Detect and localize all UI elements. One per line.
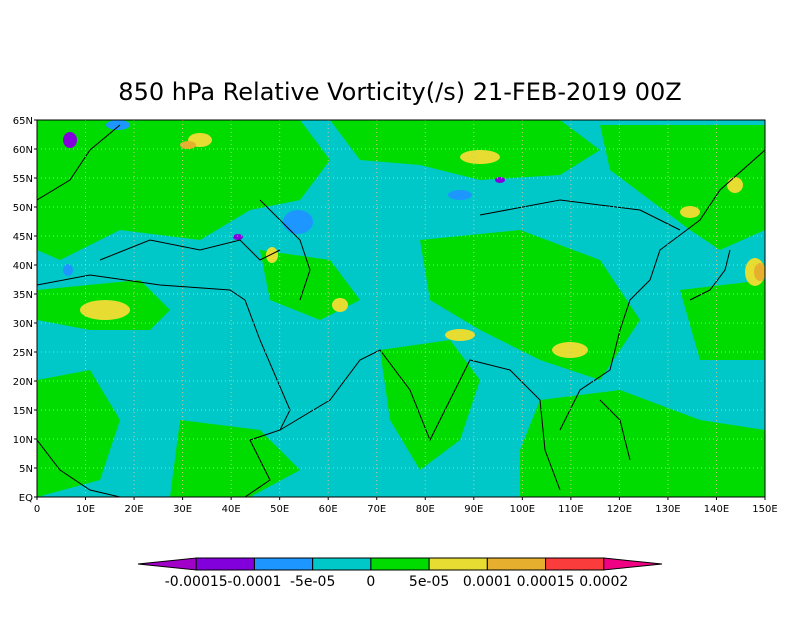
colorbar-arrow — [137, 557, 197, 571]
lon-label: 50E — [270, 504, 289, 515]
lon-label: 60E — [319, 504, 338, 515]
colorbar-label: 0 — [366, 574, 375, 590]
lon-label: 120E — [607, 504, 632, 515]
lon-label: 70E — [367, 504, 386, 515]
lat-label: 25N — [13, 348, 33, 359]
lon-label: 20E — [125, 504, 144, 515]
colorbar-segment — [545, 557, 605, 571]
lat-label: 50N — [13, 203, 33, 214]
colorbar-label: 5e-05 — [409, 574, 449, 590]
colorbar-label: 0.00015 — [517, 574, 575, 590]
colorbar-segment — [486, 557, 547, 571]
colorbar-label: -0.0001 — [227, 574, 281, 590]
colorbar-label: -5e-05 — [290, 574, 335, 590]
lat-label: 5N — [19, 464, 33, 475]
lon-label: 150E — [752, 504, 777, 515]
lat-label: 10N — [13, 435, 33, 446]
colorbar-label: -0.00015 — [165, 574, 228, 590]
lon-label: 10E — [76, 504, 95, 515]
strong-positive-areas — [80, 133, 765, 358]
colorbar-segment — [195, 557, 255, 571]
lon-label: 100E — [510, 504, 535, 515]
lon-label: 0 — [34, 504, 40, 515]
lat-label: 60N — [13, 145, 33, 156]
colorbar-label: 0.0001 — [463, 574, 512, 590]
colorbar-arrow — [603, 557, 663, 571]
stronger-positive-areas — [180, 141, 765, 281]
axis-labels: EQ 5N 10N 15N 20N 25N 30N 35N 40N 45N 50N 55N 60N 65N… — [13, 116, 778, 515]
vorticity-field — [37, 120, 765, 497]
lat-label: 35N — [13, 290, 33, 301]
lat-label: 40N — [13, 261, 33, 272]
negative-areas — [63, 120, 472, 276]
positive-areas — [37, 120, 765, 497]
lon-label: 40E — [222, 504, 241, 515]
map-frame — [36, 119, 766, 498]
graticule — [37, 120, 765, 497]
colorbar: -0.00015 -0.0001 -5e-05 0 5e-05 0.0001 0.00015… — [137, 557, 663, 590]
lon-label: 110E — [558, 504, 583, 515]
lat-label: 15N — [13, 406, 33, 417]
lat-label: 20N — [13, 377, 33, 388]
colorbar-label: 0.0002 — [579, 574, 628, 590]
lat-label: 45N — [13, 232, 33, 243]
lat-label: EQ — [19, 493, 33, 504]
lon-label: 140E — [704, 504, 729, 515]
strong-negative-areas — [63, 132, 505, 240]
lon-label: 80E — [416, 504, 435, 515]
lon-label: 30E — [173, 504, 192, 515]
colorbar-segment — [312, 557, 372, 571]
colorbar-segment — [253, 557, 314, 571]
lat-label: 55N — [13, 174, 33, 185]
title: 850 hPa Relative Vorticity(/s) 21-FEB-20… — [118, 78, 681, 106]
lat-label: 65N — [13, 116, 33, 127]
colorbar-segment — [370, 557, 430, 571]
lon-label: 130E — [655, 504, 680, 515]
lat-label: 30N — [13, 319, 33, 330]
colorbar-segment — [428, 557, 488, 571]
lon-label: 90E — [464, 504, 483, 515]
